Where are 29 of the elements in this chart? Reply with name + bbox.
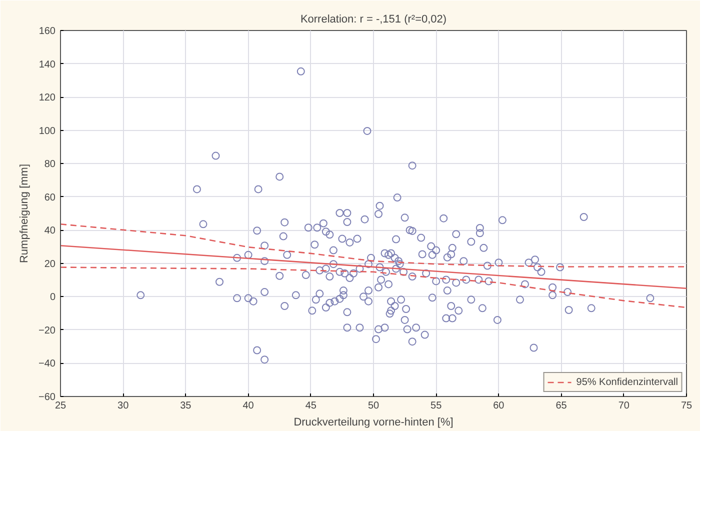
line-series <box>60 223 686 268</box>
legend-label: 95% Konfidenzintervall <box>576 376 678 388</box>
x-tick-label: 45 <box>305 400 317 412</box>
y-tick-label: 40 <box>44 226 56 237</box>
y-axis-title: Rumpfneigung [mm] <box>18 164 31 264</box>
y-tick-label: 20 <box>44 258 56 270</box>
x-tick-label: 75 <box>680 400 692 412</box>
x-tick-label: 70 <box>618 400 630 412</box>
chart-title: Korrelation: r = -,151 (r²=0,02) <box>300 14 447 26</box>
x-tick-label: 25 <box>54 400 66 412</box>
x-tick-label: 30 <box>118 400 130 412</box>
y-tick-label: −40 <box>38 358 56 370</box>
y-tick-label: 0 <box>50 292 56 304</box>
x-tick-label: 55 <box>430 400 442 412</box>
x-tick-label: 50 <box>368 400 380 412</box>
x-tick-label: 65 <box>556 400 568 412</box>
y-tick-label: 100 <box>38 126 56 137</box>
line-series <box>60 266 686 308</box>
y-tick-label: 120 <box>38 92 56 104</box>
y-tick-label: 60 <box>44 192 56 204</box>
x-tick-label: 35 <box>180 400 192 412</box>
y-tick-label: 80 <box>44 159 56 170</box>
y-tick-label: −60 <box>38 392 56 403</box>
y-tick-label: 160 <box>38 26 56 37</box>
x-axis-title: Druckverteilung vorne-hinten [%] <box>294 416 454 428</box>
y-tick-label: −20 <box>38 325 56 336</box>
x-tick-label: 60 <box>493 400 505 412</box>
y-tick-label: 140 <box>38 59 56 70</box>
x-tick-label: 40 <box>242 400 254 412</box>
